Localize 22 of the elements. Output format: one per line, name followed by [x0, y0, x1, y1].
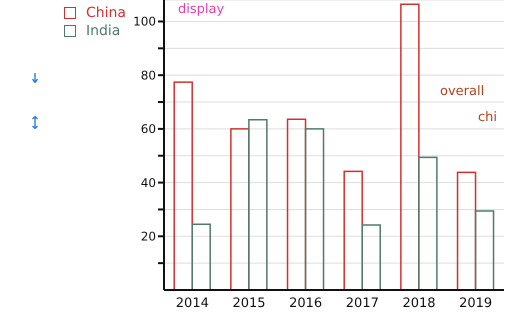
legend-label: India [86, 23, 120, 39]
x-tick-label: 2019 [459, 296, 492, 312]
annotation: display [178, 2, 224, 17]
x-tick-label: 2018 [402, 296, 436, 312]
y-tick-label: 80 [140, 68, 156, 82]
x-tick-label: 2016 [289, 296, 322, 312]
bar [191, 223, 211, 290]
y-tick-label: 20 [140, 230, 156, 244]
legend-label: China [86, 5, 126, 21]
bar [361, 224, 381, 290]
x-tick-label: 2017 [346, 296, 379, 312]
x-tick-label: 2014 [176, 296, 209, 312]
y-tick-label: 40 [140, 176, 156, 190]
y-tick-label: 60 [140, 122, 156, 136]
x-tick-label: 2015 [232, 296, 266, 312]
bar [248, 119, 268, 290]
annotation: chi [478, 110, 497, 125]
bar [418, 156, 438, 290]
bar [304, 128, 324, 290]
annotation: overall [440, 84, 484, 99]
y-tick-label: 100 [133, 14, 156, 29]
bar [474, 210, 494, 290]
